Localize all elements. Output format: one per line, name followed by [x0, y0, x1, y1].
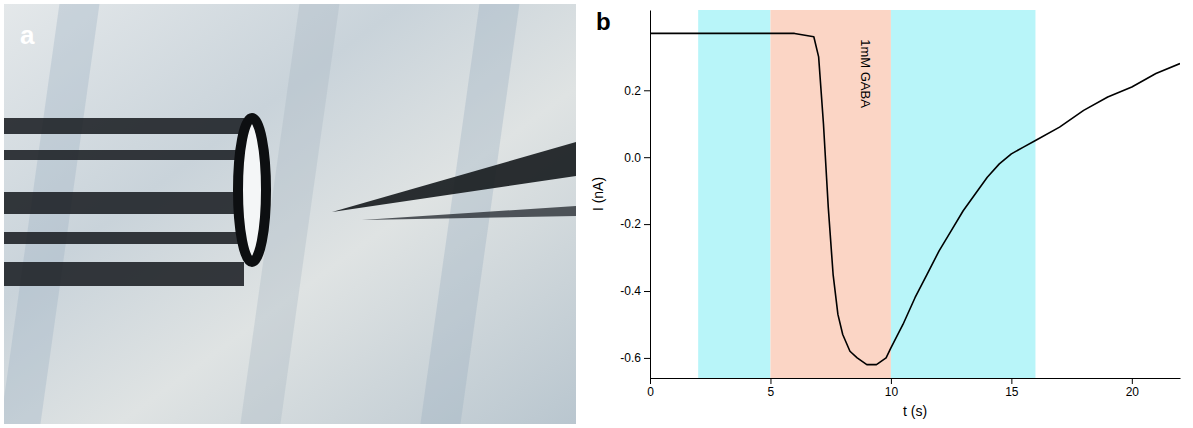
x-tick: 0 [647, 378, 654, 399]
stimulus-region [891, 10, 1036, 378]
recording-pipette [332, 142, 576, 212]
pipette-tip [238, 118, 266, 262]
panel-label: b [596, 8, 611, 35]
y-tick-mark [644, 90, 650, 91]
current-trace [650, 33, 1180, 364]
x-axis-line [651, 378, 1181, 379]
x-tick: 5 [768, 378, 775, 399]
y-tick-mark [644, 291, 650, 292]
x-tick-mark [650, 378, 651, 384]
y-axis: -0.6 -0.4 -0.2 0.0 0.2 [620, 11, 650, 379]
x-tick-mark [1132, 378, 1133, 384]
x-tick: 10 [885, 378, 899, 399]
recording-pipette [362, 206, 576, 220]
y-tick-mark [644, 157, 650, 158]
x-tick-label: 15 [1005, 385, 1019, 399]
x-axis: 0 5 10 15 20 [647, 378, 1180, 399]
y-tick: -0.2 [620, 217, 650, 231]
y-tick: 0.0 [624, 151, 650, 165]
y-tick-label: -0.4 [620, 284, 641, 298]
y-tick: 0.2 [624, 84, 650, 98]
x-tick-label: 10 [885, 385, 899, 399]
pipette-band [4, 118, 244, 134]
y-tick-label: -0.6 [620, 351, 641, 365]
y-tick-mark [644, 358, 650, 359]
annotation: 1mM GABA [858, 39, 873, 108]
y-tick: -0.6 [620, 351, 650, 365]
x-tick-mark [891, 378, 892, 384]
y-tick-label: -0.2 [620, 217, 641, 231]
stimulus-region [698, 10, 770, 378]
y-axis-line [650, 11, 651, 379]
pipette-band [4, 192, 244, 214]
y-axis-title: I (nA) [590, 177, 606, 211]
photo-panel [4, 4, 576, 424]
x-tick: 15 [1005, 378, 1019, 399]
stimulus-region [770, 10, 890, 378]
plot-area [650, 10, 1180, 378]
pipette-band [4, 150, 244, 160]
pipette-band [4, 232, 244, 244]
pipette-band [4, 262, 244, 286]
x-tick-mark [770, 378, 771, 384]
y-tick-label: 0.0 [624, 151, 641, 165]
x-tick-label: 5 [768, 385, 775, 399]
panel-label: a [20, 20, 35, 50]
x-tick: 20 [1126, 378, 1140, 399]
x-tick-label: 20 [1126, 385, 1140, 399]
figure: a 0 5 10 15 20 -0.6 -0.4 -0.2 0.0 0.2 t (s) I (nA) 1m… [0, 0, 1193, 428]
x-tick-mark [1011, 378, 1012, 384]
y-tick: -0.4 [620, 284, 650, 298]
y-tick-mark [644, 224, 650, 225]
x-tick-label: 0 [647, 385, 654, 399]
y-tick-label: 0.2 [624, 84, 641, 98]
x-axis-title: t (s) [903, 403, 927, 419]
